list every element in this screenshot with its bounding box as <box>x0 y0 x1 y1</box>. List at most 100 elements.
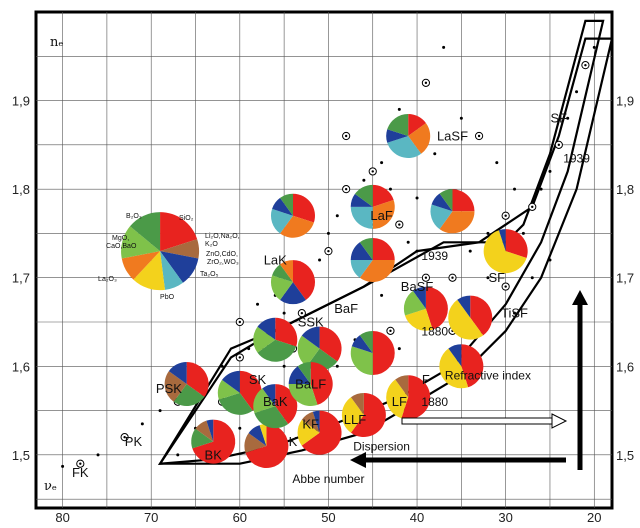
pie-slice <box>160 251 199 283</box>
pie-slice <box>257 317 276 340</box>
refractive-index-arrowhead <box>572 290 588 305</box>
pie-slice <box>457 295 471 318</box>
point <box>79 462 82 465</box>
pie-slice <box>301 410 342 455</box>
composition-pie <box>386 114 431 158</box>
pie-slice <box>248 425 267 446</box>
pie-slice <box>292 260 315 300</box>
point <box>282 311 286 315</box>
annotation: Refractive index <box>445 369 531 383</box>
point <box>539 187 543 191</box>
pie-slice <box>372 184 394 207</box>
pie-slice <box>350 206 373 229</box>
pie-slice <box>372 238 395 260</box>
family-label: LaF <box>370 208 392 223</box>
point <box>468 249 472 253</box>
point <box>371 170 374 173</box>
point <box>238 356 242 359</box>
pie-slice <box>350 193 373 207</box>
y-tick-label-right: 1,6 <box>616 359 634 374</box>
family-label: PK <box>125 434 143 449</box>
composition-pie <box>483 229 528 274</box>
y-tick-label-left: 1,5 <box>12 448 30 463</box>
oxide-label: K₂O <box>205 241 218 248</box>
point <box>442 45 446 49</box>
family-label: K <box>289 434 298 449</box>
point <box>380 161 384 165</box>
composition-pies <box>121 114 528 468</box>
family-label: BaK <box>263 394 288 409</box>
point <box>326 231 330 235</box>
family-label: BaLF <box>295 376 326 391</box>
composition-pie <box>350 238 395 282</box>
point <box>300 311 304 315</box>
point <box>247 347 251 351</box>
point <box>176 453 180 457</box>
annotation: 1939 <box>563 152 590 166</box>
abbe-number-arrowhead <box>350 452 366 468</box>
x-tick-label: 60 <box>233 510 247 525</box>
pie-slice <box>386 379 409 419</box>
composition-pie <box>341 393 386 437</box>
point <box>415 196 419 200</box>
pie-slice <box>350 260 373 278</box>
pie-slice <box>395 375 409 398</box>
pie-slice <box>350 346 373 376</box>
pie-slice <box>245 424 289 468</box>
pie-slice <box>312 410 320 433</box>
composition-pie <box>403 286 448 331</box>
point <box>548 169 552 173</box>
composition-pie <box>350 331 395 376</box>
pie-slice <box>483 230 527 274</box>
point <box>548 258 552 262</box>
point <box>389 329 392 333</box>
family-label: SSK <box>298 314 324 329</box>
pie-slice <box>280 282 306 305</box>
point <box>256 302 260 306</box>
pie-slice <box>359 331 373 353</box>
pie-slice <box>301 411 320 433</box>
point <box>486 276 490 280</box>
point <box>566 116 570 120</box>
pie-slice <box>341 397 364 433</box>
pie-slice <box>262 384 276 407</box>
composition-pie <box>430 189 475 234</box>
pie-slice <box>254 406 289 429</box>
pie-slice <box>257 339 297 362</box>
pie-slice <box>387 136 422 158</box>
point <box>335 364 339 368</box>
point <box>504 285 507 288</box>
pie-slice <box>350 242 373 260</box>
x-axis-label: νₑ <box>44 479 57 494</box>
pie-slice <box>168 362 187 384</box>
family-label: SF <box>488 270 505 285</box>
family-label: TiSF <box>501 306 528 321</box>
dispersion-arrowhead <box>551 413 568 429</box>
family-label: KF <box>302 416 319 431</box>
point <box>318 258 322 262</box>
pie-slice <box>350 393 386 437</box>
pie-slice <box>275 317 298 347</box>
pie-slice <box>359 260 395 282</box>
pie-slice <box>186 362 209 397</box>
pie-slice <box>401 375 431 420</box>
pie-slice <box>297 335 320 367</box>
pie-slice <box>130 212 161 252</box>
annotation: 1939 <box>421 249 448 263</box>
pie-slice <box>133 251 165 291</box>
point <box>486 231 490 235</box>
pie-slice <box>222 370 240 393</box>
pie-slice <box>372 331 395 375</box>
pie-slice <box>319 326 342 362</box>
pie-slice <box>403 290 426 316</box>
pie-slice <box>439 348 469 389</box>
pie-slice <box>288 366 311 384</box>
point <box>557 143 561 147</box>
pie-slice <box>461 344 484 388</box>
pie-slice <box>310 362 333 405</box>
point <box>123 435 126 439</box>
point <box>424 276 428 279</box>
composition-pie <box>270 260 315 305</box>
pie-slice <box>191 428 214 449</box>
point <box>424 81 428 85</box>
